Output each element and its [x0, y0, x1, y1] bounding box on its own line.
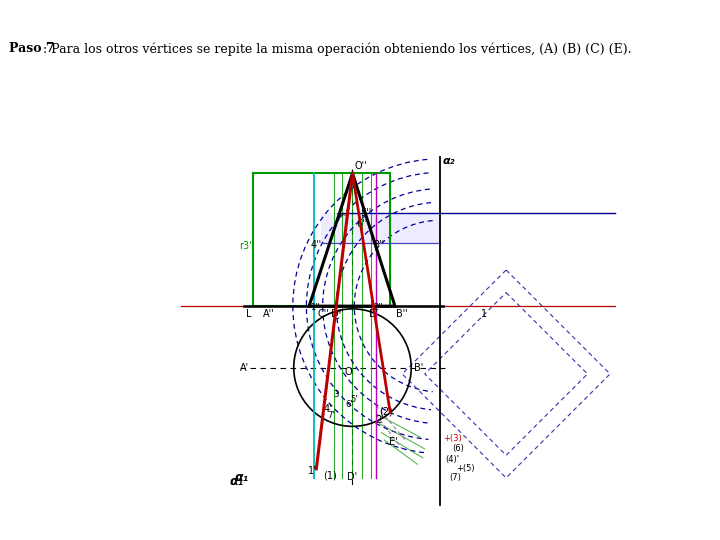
Text: 7': 7': [328, 411, 336, 420]
Text: A'': A'': [263, 309, 274, 319]
Text: A': A': [240, 363, 250, 373]
Text: B': B': [414, 363, 423, 373]
Text: O: O: [345, 367, 353, 377]
Text: (4)': (4)': [446, 455, 459, 464]
Text: C'': C'': [318, 309, 330, 319]
Text: 4'': 4'': [310, 240, 322, 249]
Text: 3'': 3'': [373, 240, 384, 249]
Text: B'': B'': [396, 309, 408, 319]
Text: E': E': [389, 437, 397, 447]
Text: (1): (1): [323, 470, 336, 480]
Text: +(5): +(5): [456, 464, 475, 474]
Text: 1': 1': [307, 465, 316, 476]
Text: 6': 6': [346, 400, 353, 409]
Text: 2': 2': [375, 415, 384, 426]
Text: α₂: α₂: [443, 156, 455, 166]
Text: 1'': 1'': [310, 302, 320, 312]
Text: 2'': 2'': [373, 302, 382, 312]
Text: E': E': [369, 309, 377, 319]
Text: D': D': [348, 472, 358, 482]
Text: (7): (7): [449, 474, 461, 482]
Text: α₁: α₁: [230, 475, 244, 488]
Polygon shape: [321, 213, 440, 243]
Text: α₁: α₁: [235, 471, 248, 484]
Text: 4': 4': [323, 404, 332, 414]
Text: Paso 7: Paso 7: [9, 42, 55, 55]
Text: (6): (6): [452, 443, 464, 453]
Text: 7'': 7'': [335, 213, 346, 224]
Text: 5'': 5'': [360, 208, 371, 218]
Text: L: L: [246, 309, 251, 319]
Text: C': C': [333, 311, 341, 321]
Text: +(3): +(3): [443, 434, 462, 443]
Text: : Para los otros vértices se repite la misma operación obteniendo los vértices, : : Para los otros vértices se repite la m…: [43, 42, 632, 56]
Text: 1: 1: [482, 309, 487, 319]
Text: 5': 5': [351, 395, 358, 404]
Text: O'': O'': [354, 160, 367, 171]
Text: r3'': r3'': [239, 241, 254, 251]
Text: D'': D'': [330, 309, 343, 319]
Text: 3: 3: [333, 389, 339, 399]
Text: (2): (2): [379, 406, 393, 416]
Text: 6'': 6'': [356, 219, 367, 229]
